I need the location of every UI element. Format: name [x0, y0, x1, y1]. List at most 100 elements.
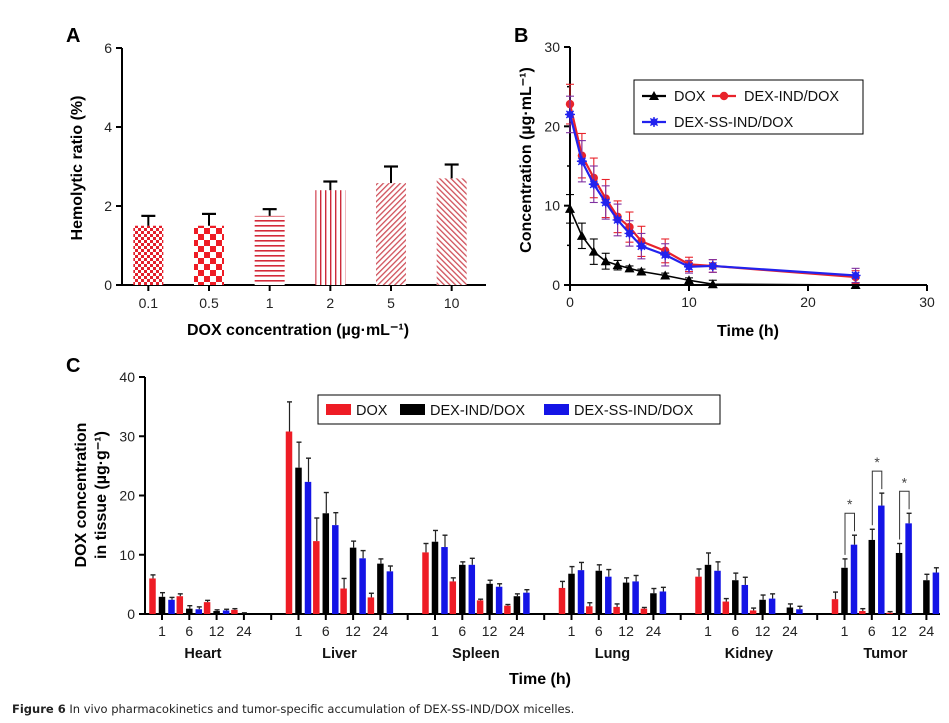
panel-c: C 0 10 20 30 40 1 6 12 24 Heart 1 6 12 24 Liver 1 6 12 24 S… — [66, 355, 940, 688]
bar — [376, 183, 406, 285]
bar — [786, 607, 794, 614]
legend-swatch — [544, 404, 569, 415]
bar — [313, 541, 320, 614]
star-marker-spokes — [660, 249, 671, 260]
x-tick-label: 5 — [387, 295, 395, 311]
x-tick-label: 0.5 — [199, 295, 219, 311]
x-tick-label: 12 — [482, 623, 498, 639]
bar — [436, 178, 467, 285]
significance-star: * — [847, 496, 853, 512]
x-tick-label: 24 — [373, 623, 389, 639]
bar — [504, 605, 511, 614]
y-tick-label: 30 — [544, 39, 560, 55]
bar — [558, 587, 566, 614]
x-tick-label: 6 — [322, 623, 330, 639]
bar — [449, 581, 457, 614]
bar — [932, 572, 940, 614]
panel-a-x-axis-label: DOX concentration (µg·mL⁻¹) — [187, 322, 409, 339]
bar — [613, 606, 620, 614]
bar — [367, 597, 375, 614]
organ-label: Tumor — [863, 646, 907, 662]
x-tick-label: 6 — [458, 623, 466, 639]
triangle-marker — [612, 260, 623, 270]
x-tick-label: 6 — [595, 623, 603, 639]
star-marker-spokes — [649, 117, 659, 127]
organ-label: Spleen — [452, 646, 500, 662]
bar — [523, 592, 530, 614]
series-dox — [565, 194, 861, 289]
panel-a-y-axis-label: Hemolytic ratio (%) — [69, 96, 86, 241]
bar — [796, 609, 803, 614]
panel-c-y-axis-label-line1: DOX concentration — [73, 423, 90, 568]
x-tick-label: 1 — [431, 623, 439, 639]
x-tick-label: 10 — [681, 294, 697, 310]
bracket-line — [899, 490, 910, 540]
y-tick-label: 0 — [127, 606, 135, 622]
panel-c-legend: DOX DEX-IND/DOX DEX-SS-IND/DOX — [317, 394, 721, 425]
legend-box — [633, 79, 864, 135]
bar — [841, 567, 848, 614]
bar — [194, 225, 224, 285]
y-tick-label: 2 — [104, 198, 112, 214]
bar — [878, 505, 885, 614]
organ-label: Liver — [322, 646, 357, 662]
x-tick-label: 12 — [209, 623, 225, 639]
group-lung — [558, 561, 667, 614]
bar — [650, 593, 657, 614]
bar — [722, 601, 730, 614]
x-tick-label: 12 — [891, 623, 907, 639]
circle-marker — [719, 91, 729, 101]
panel-a-bars — [133, 163, 467, 285]
bar — [322, 513, 330, 614]
figure-caption: Figure 6 In vivo pharmacokinetics and tu… — [12, 702, 574, 716]
y-tick-label: 10 — [119, 547, 135, 563]
bar — [315, 190, 346, 285]
star-marker-spokes — [636, 241, 647, 252]
bar — [431, 541, 439, 614]
triangle-marker — [850, 280, 861, 289]
star-marker-spokes — [850, 270, 861, 281]
bar — [749, 610, 757, 614]
bar — [304, 481, 312, 614]
bar — [605, 576, 612, 614]
x-tick-label: 6 — [185, 623, 193, 639]
x-tick-label: 0.1 — [139, 295, 159, 311]
bar — [359, 558, 366, 614]
significance-bracket: * — [871, 454, 883, 526]
bar — [285, 431, 293, 614]
legend-label: DEX-SS-IND/DOX — [674, 115, 794, 131]
significance-bracket: * — [899, 474, 910, 540]
bar — [714, 570, 721, 614]
legend-item: DEX-IND/DOX — [712, 89, 839, 105]
bar — [213, 611, 220, 614]
bar — [640, 608, 648, 614]
triangle-marker — [565, 203, 575, 213]
panel-b-plot — [565, 83, 861, 289]
x-tick-label: 24 — [509, 623, 525, 639]
significance-bracket: * — [844, 496, 855, 555]
x-tick-label: 12 — [618, 623, 634, 639]
x-tick-label: 1 — [841, 623, 849, 639]
x-tick-label: 1 — [158, 623, 166, 639]
legend-label: DOX — [356, 403, 388, 419]
bar — [486, 583, 493, 614]
bar — [704, 564, 712, 614]
x-tick-label: 12 — [755, 623, 771, 639]
organ-label: Lung — [595, 646, 630, 662]
x-tick-label: 2 — [326, 295, 334, 311]
bar — [586, 606, 593, 614]
legend-label: DEX-IND/DOX — [430, 403, 525, 419]
star-marker-spokes — [612, 214, 623, 225]
bar — [868, 539, 876, 614]
bar — [476, 600, 484, 614]
triangle-marker — [636, 266, 647, 276]
bar — [595, 570, 603, 614]
legend-label: DEX-SS-IND/DOX — [574, 403, 694, 419]
bar — [168, 599, 175, 614]
y-tick-label: 0 — [104, 277, 112, 293]
bar — [695, 576, 702, 614]
x-tick-label: 30 — [919, 294, 935, 310]
triangle-marker — [707, 279, 718, 289]
legend-label: DOX — [674, 89, 706, 105]
